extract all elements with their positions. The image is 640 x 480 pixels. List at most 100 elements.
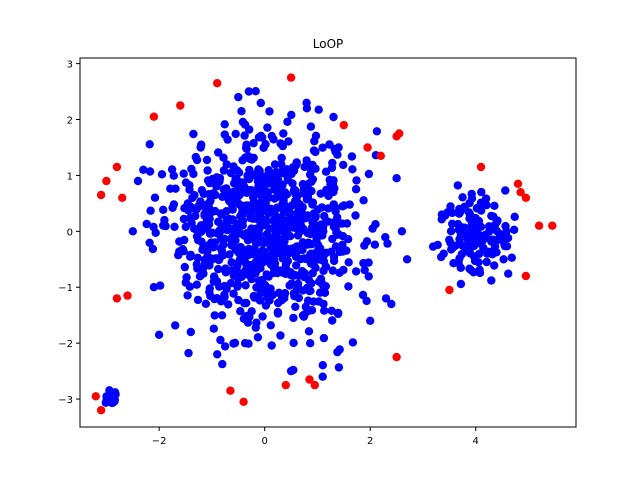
inlier-point [279,195,288,205]
inlier-point [339,160,348,170]
inlier-point [437,210,447,219]
inlier-point [224,195,233,204]
inlier-point [507,253,516,262]
inlier-point [236,307,245,316]
inlier-point [467,194,477,203]
inlier-point [360,265,369,275]
outlier-point [521,193,531,202]
inlier-point [226,234,235,244]
inlier-point [460,223,469,232]
inlier-point [145,238,154,247]
inlier-point [175,237,184,246]
inlier-point [224,214,234,224]
inlier-point [453,181,462,190]
inlier-point [308,175,318,184]
inlier-point [348,165,357,174]
points-layer [91,73,557,415]
inlier-point [279,201,288,211]
inlier-point [249,291,258,301]
inlier-point [327,306,336,315]
inlier-point [160,215,169,225]
inlier-point [251,87,260,96]
inlier-point [133,176,143,186]
inlier-point [328,316,337,325]
outlier-point [476,162,486,172]
inlier-point [446,227,456,236]
inlier-point [212,277,222,286]
inlier-point [317,203,327,212]
inlier-point [234,248,244,258]
inlier-point [198,245,207,254]
inlier-point [338,240,347,249]
inlier-point [287,245,296,254]
inlier-point [249,139,258,148]
inlier-point [477,237,487,246]
inlier-point [226,279,236,288]
inlier-point [314,227,324,236]
inlier-point [237,107,246,116]
inlier-point [263,123,272,132]
inlier-point [504,269,513,278]
inlier-point [220,281,229,291]
inlier-point [265,107,274,116]
inlier-point [156,281,165,290]
inlier-point [244,339,253,348]
inlier-point [238,204,247,213]
inlier-point [324,204,333,213]
inlier-point [179,214,189,224]
inlier-point [193,295,203,305]
inlier-point [348,338,358,347]
inlier-point [455,254,464,263]
inlier-point [328,234,337,244]
inlier-point [481,194,491,203]
inlier-point [280,264,289,273]
inlier-point [469,268,478,277]
inlier-point [300,269,310,278]
inlier-point [477,187,486,197]
inlier-point [181,178,191,187]
inlier-point [241,281,250,290]
inlier-point [327,163,337,172]
inlier-point [258,312,267,321]
inlier-point [206,196,215,205]
inlier-point [291,302,300,311]
inlier-point [270,160,280,169]
inlier-point [257,192,266,201]
inlier-point [192,155,202,165]
inlier-point [351,185,361,194]
inlier-point [142,219,151,229]
inlier-point [381,233,390,242]
outlier-point [395,129,404,138]
inlier-point [308,200,317,209]
inlier-point [146,206,155,215]
inlier-point [456,263,465,272]
inlier-point [325,140,334,149]
inlier-point [230,338,240,348]
inlier-point [213,350,222,359]
inlier-point [286,366,296,376]
inlier-point [248,199,257,209]
inlier-point [233,280,242,289]
inlier-point [195,272,205,281]
inlier-point [482,257,491,267]
inlier-point [316,249,325,258]
inlier-point [402,255,412,264]
inlier-point [311,147,320,157]
outlier-point [376,151,385,160]
inlier-point [210,238,220,247]
inlier-point [236,212,245,221]
inlier-point [387,299,396,309]
inlier-point [187,164,196,174]
inlier-point [329,252,339,262]
inlier-point [232,174,241,184]
inlier-point [269,268,278,278]
inlier-point [261,176,271,185]
inlier-point [314,297,324,306]
inlier-point [292,261,301,270]
inlier-point [476,222,486,231]
outlier-point [339,120,348,130]
inlier-point [241,143,251,152]
y-tick-label: −2 [58,339,73,350]
inlier-point [216,335,225,345]
inlier-point [347,152,357,161]
